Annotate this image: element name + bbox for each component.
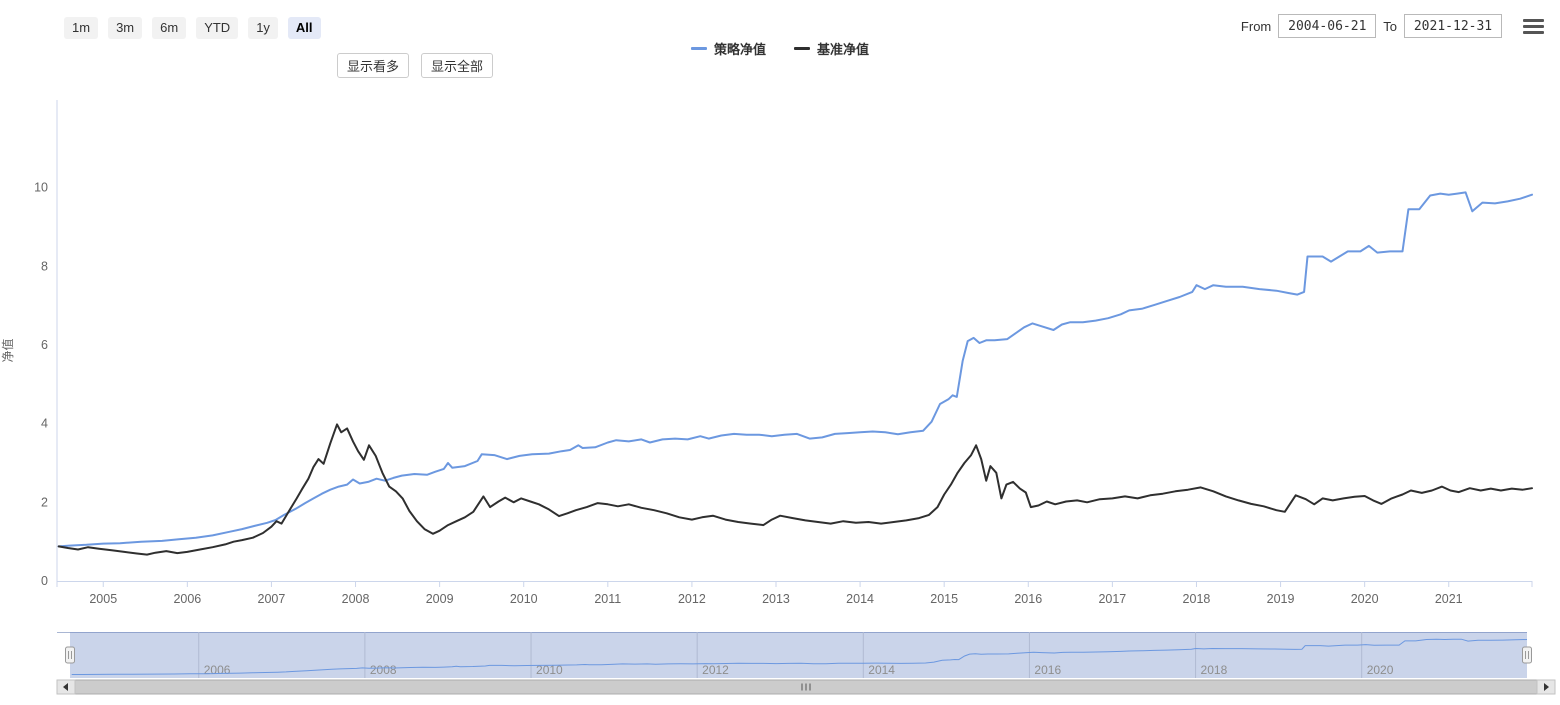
navigator-year-label: 2018 [1201,663,1228,677]
strategy-series-line [57,191,1533,548]
x-axis-label: 2013 [762,592,790,606]
x-axis-label: 2018 [1183,592,1211,606]
x-axis-label: 2006 [173,592,201,606]
x-axis-label: 2020 [1351,592,1379,606]
scrollbar-right-button[interactable] [1536,679,1556,695]
range-button-all[interactable]: All [287,17,321,39]
y-axis-label: 4 [41,417,48,431]
legend-label: 策略净值 [713,42,766,57]
x-axis-label: 2016 [1014,592,1042,606]
navigator-year-label: 2006 [204,663,231,677]
range-button-6m[interactable]: 6m [152,17,187,39]
x-axis-label: 2019 [1267,592,1295,606]
hamburger-menu-icon[interactable] [1523,16,1544,37]
show-long-button[interactable]: 显示看多 [337,53,410,78]
x-axis-label: 2010 [510,592,538,606]
range-button-ytd[interactable]: YTD [196,17,239,39]
range-button-1y[interactable]: 1y [248,17,278,39]
x-axis-label: 2007 [258,592,286,606]
range-button-1m[interactable]: 1m [64,17,99,39]
navigator-year-label: 2012 [702,663,729,677]
show-all-button[interactable]: 显示全部 [421,53,494,78]
legend-item-strategy[interactable]: 策略净值 [690,39,766,58]
to-label: To [1383,18,1397,34]
x-axis-label: 2011 [594,592,621,606]
from-date-input[interactable] [1278,14,1377,38]
x-axis-label: 2009 [426,592,454,606]
to-date-input[interactable] [1404,14,1502,38]
x-axis-label: 2021 [1435,592,1463,606]
y-axis-label: 8 [41,259,48,273]
right-arrow-icon [1544,683,1549,691]
from-label: From [1240,18,1272,34]
x-axis-label: 2012 [678,592,706,606]
scrollbar-left-button[interactable] [56,679,76,695]
benchmark-series-line [57,423,1533,556]
navigator-year-label: 2008 [370,663,397,677]
x-axis-label: 2008 [342,592,370,606]
x-axis-label: 2014 [846,592,874,606]
y-axis-label: 10 [34,181,48,195]
navigator-year-label: 2010 [536,663,563,677]
legend-label: 基准净值 [817,42,870,57]
navigator-year-label: 2014 [868,663,895,677]
range-button-3m[interactable]: 3m [108,17,143,39]
navigator-year-label: 2020 [1367,663,1394,677]
date-range-controls: From To [1241,14,1544,38]
x-axis-label: 2005 [89,592,117,606]
y-axis-title: 净值 [0,338,15,362]
navigator-handle-right[interactable] [1522,646,1532,664]
navigator-mask[interactable] [70,632,1527,678]
plot-area[interactable] [57,120,1532,581]
range-selector: 1m 3m 6m YTD 1y All [64,17,321,39]
navigator-series-line [71,638,1528,675]
y-axis-label: 2 [41,495,48,509]
navigator-year-label: 2016 [1034,663,1061,677]
left-arrow-icon [63,683,68,691]
benchmark-line-swatch [794,47,810,50]
strategy-line-swatch [690,47,707,50]
x-axis-label: 2017 [1098,592,1126,606]
navigator-handle-left[interactable] [65,646,75,664]
y-axis-label: 0 [41,574,48,588]
x-axis-label: 2015 [930,592,958,606]
legend: 策略净值 基准净值 [690,39,869,58]
y-axis-label: 6 [41,338,48,352]
legend-item-benchmark[interactable]: 基准净值 [794,39,869,58]
